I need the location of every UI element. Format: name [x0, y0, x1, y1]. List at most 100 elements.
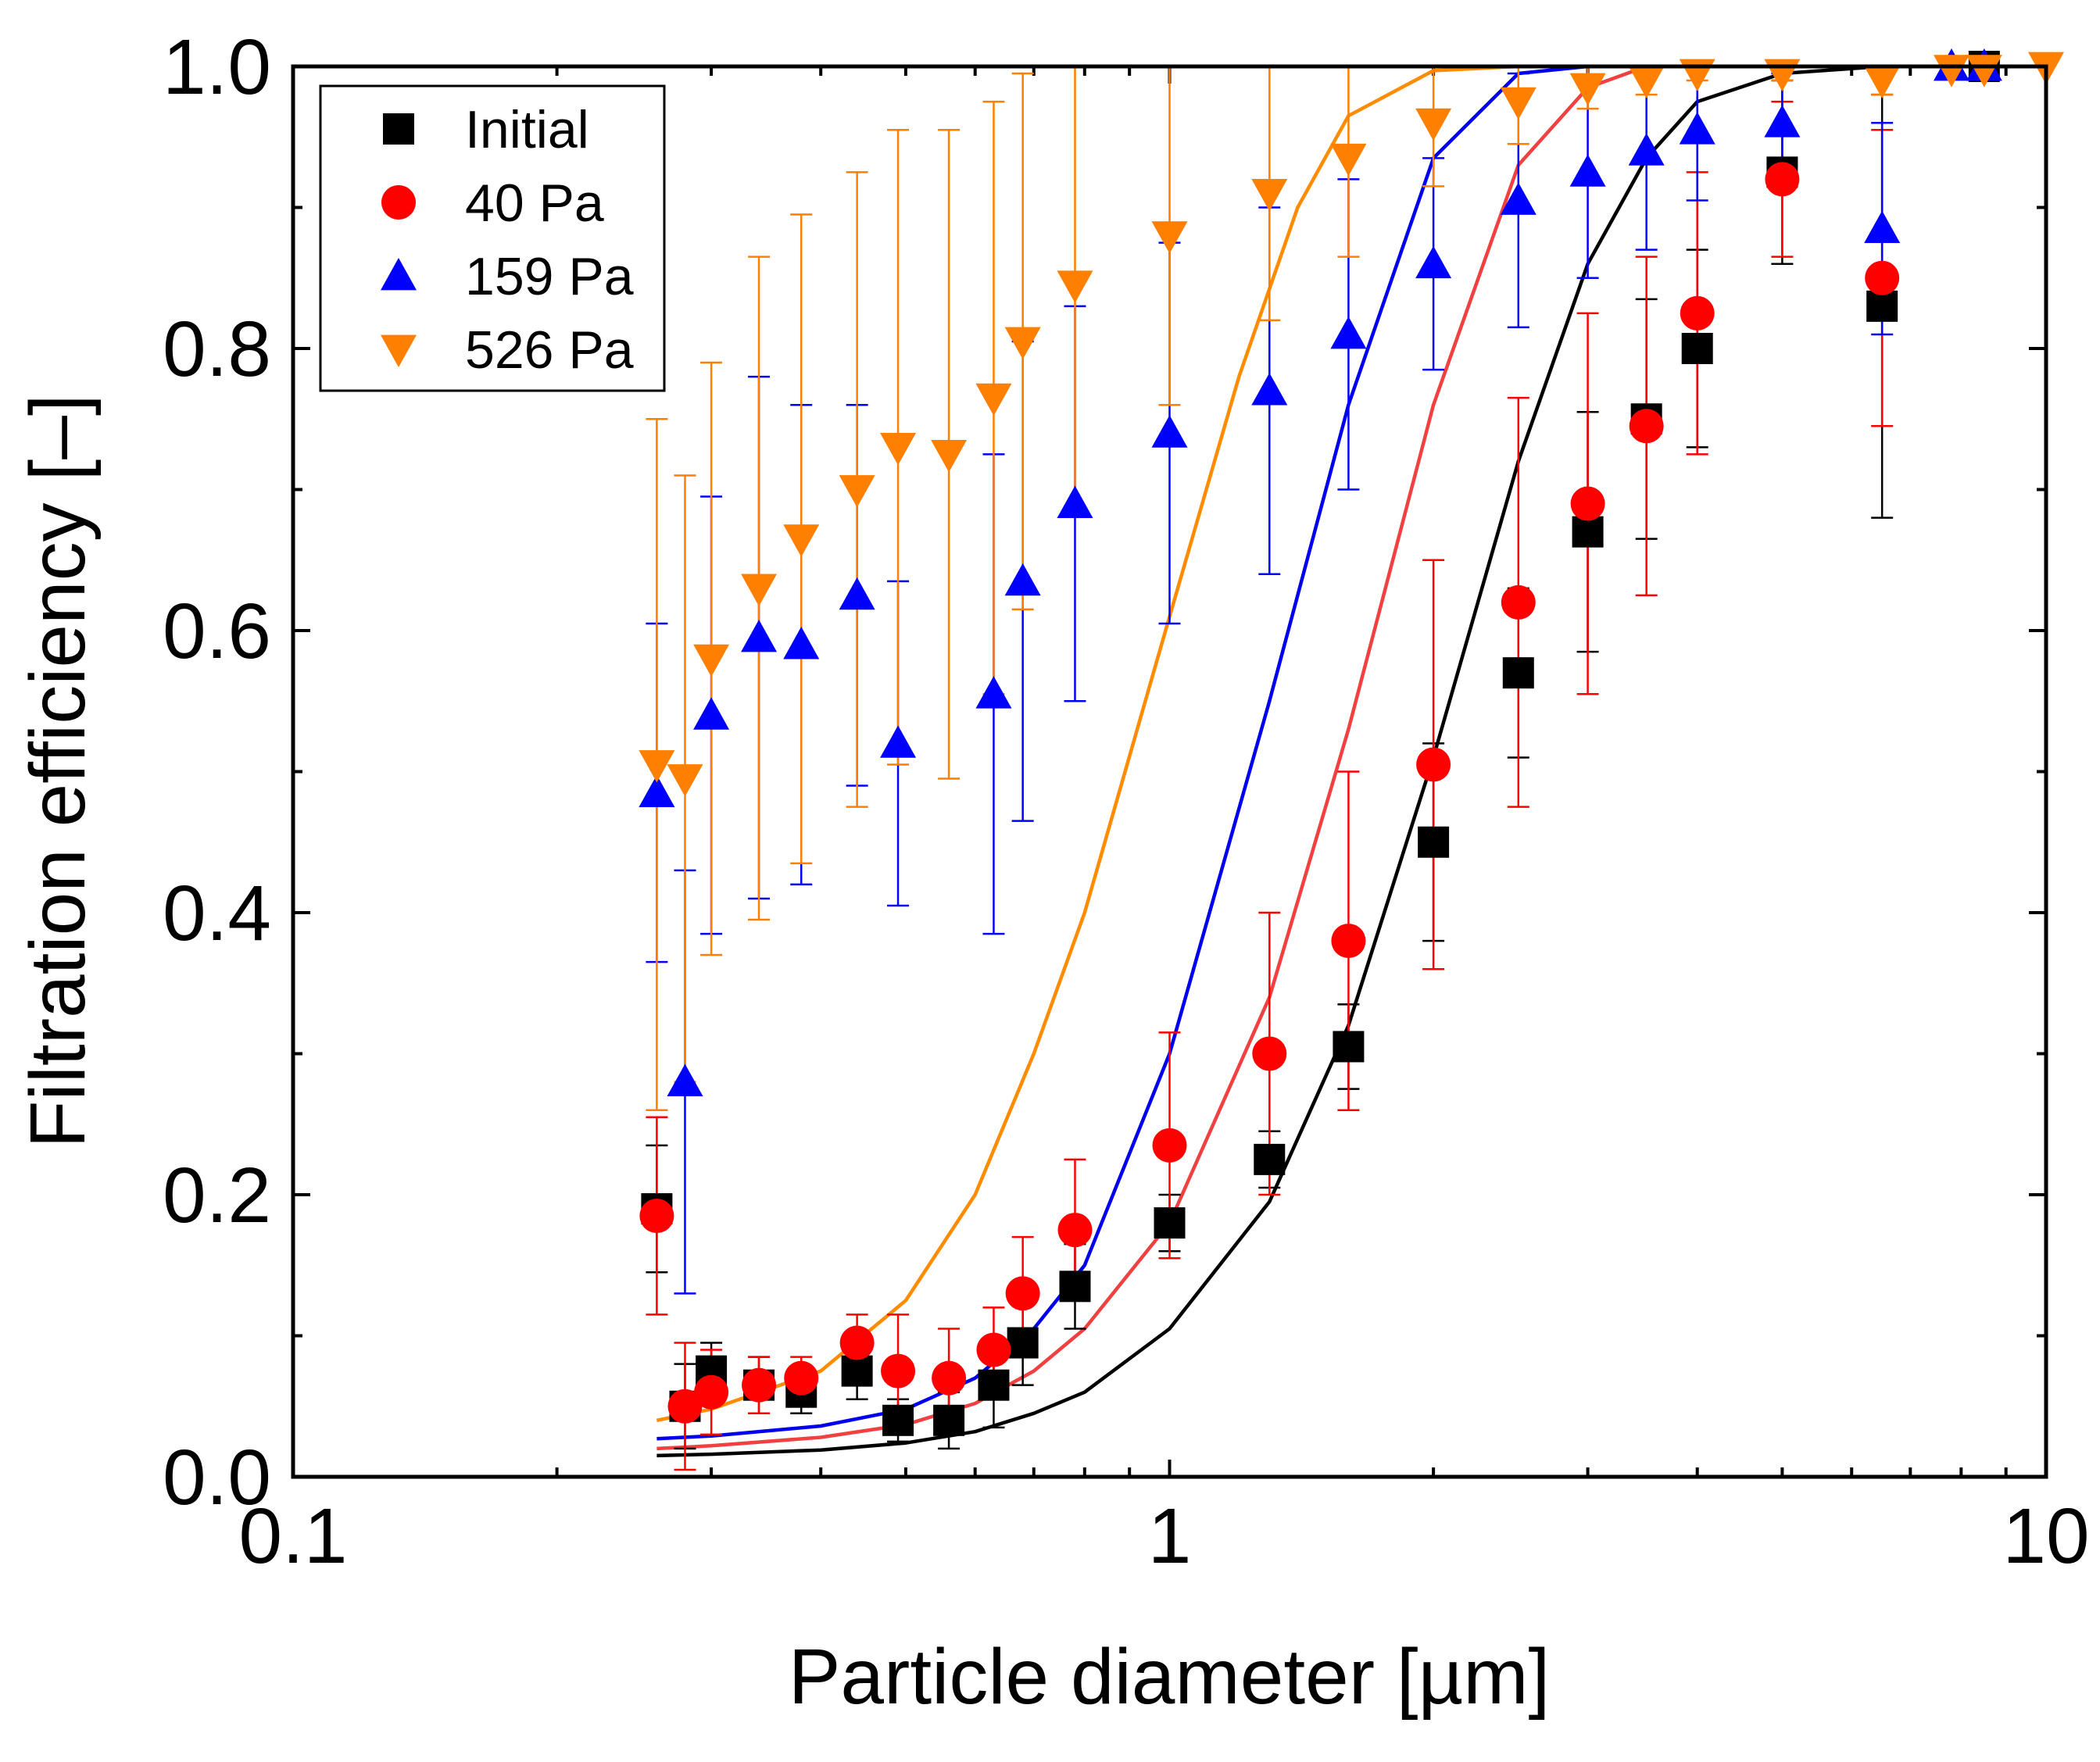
data-points	[639, 48, 2064, 1436]
x-tick-label: 10	[2002, 1492, 2089, 1580]
point-526-pa	[1679, 59, 1715, 92]
point-40-pa	[667, 1389, 703, 1424]
point-initial	[1007, 1327, 1039, 1359]
error-bars	[646, 65, 1894, 1471]
y-axis-title: Filtration efficiency [–]	[14, 394, 102, 1148]
point-526-pa	[741, 574, 778, 606]
point-526-pa	[1500, 87, 1537, 120]
point-40-pa	[784, 1360, 819, 1396]
point-40-pa	[1629, 409, 1664, 444]
point-40-pa	[742, 1367, 777, 1403]
point-159-pa	[1251, 373, 1288, 406]
point-40-pa	[839, 1325, 875, 1360]
point-159-pa	[1569, 154, 1606, 187]
point-159-pa	[880, 725, 917, 758]
point-40-pa	[694, 1374, 729, 1410]
point-159-pa	[1679, 112, 1715, 145]
fit-line-40-pa	[656, 64, 2046, 1451]
point-initial	[933, 1404, 965, 1436]
point-40-pa	[1570, 486, 1605, 521]
fit-lines	[656, 64, 2046, 1458]
point-159-pa	[741, 620, 778, 652]
point-initial	[882, 1404, 914, 1436]
y-tick-label: 1.0	[163, 23, 271, 111]
fit-line-initial	[656, 64, 2046, 1458]
point-159-pa	[975, 676, 1012, 709]
point-159-pa	[639, 774, 675, 807]
legend-marker-526-pa	[381, 334, 417, 367]
point-526-pa	[693, 644, 730, 677]
point-526-pa	[1151, 221, 1188, 254]
point-40-pa	[976, 1332, 1011, 1367]
point-159-pa	[783, 627, 820, 659]
y-tick-label: 0.2	[163, 1152, 271, 1239]
point-40-pa	[1765, 162, 1800, 197]
point-initial	[841, 1355, 873, 1387]
point-initial	[1254, 1143, 1286, 1175]
point-initial	[1333, 1031, 1365, 1063]
point-526-pa	[1057, 270, 1093, 303]
plot-frame	[291, 64, 2048, 1479]
point-40-pa	[932, 1360, 967, 1396]
point-526-pa	[783, 524, 820, 557]
point-159-pa	[1057, 485, 1093, 518]
y-tick-label: 0.8	[163, 306, 271, 393]
point-40-pa	[1252, 1036, 1287, 1071]
legend-label-159-pa: 159 Pa	[465, 247, 634, 306]
legend-marker-159-pa	[381, 258, 417, 291]
point-159-pa	[1764, 105, 1801, 138]
legend-label-526-pa: 526 Pa	[465, 320, 634, 380]
point-526-pa	[1628, 66, 1665, 99]
point-40-pa	[1865, 260, 1900, 295]
point-159-pa	[667, 1063, 703, 1096]
point-526-pa	[639, 750, 675, 783]
point-40-pa	[1501, 584, 1536, 620]
point-initial	[978, 1369, 1010, 1401]
fit-line-159-pa	[656, 64, 2046, 1441]
point-159-pa	[1415, 245, 1452, 279]
point-526-pa	[839, 475, 875, 508]
x-axis-title: Particle diameter [µm]	[789, 1633, 1551, 1721]
point-40-pa	[1331, 924, 1366, 959]
y-tick-label: 0.6	[163, 588, 271, 675]
legend-box	[319, 84, 666, 392]
legend-label-initial: Initial	[465, 100, 589, 159]
point-526-pa	[880, 432, 917, 466]
point-159-pa	[1151, 415, 1188, 448]
point-40-pa	[1680, 295, 1715, 331]
point-526-pa	[667, 764, 703, 797]
legend-label-40-pa: 40 Pa	[465, 173, 604, 233]
legend: Initial 40 Pa 159 Pa 526 Pa	[319, 84, 666, 392]
point-40-pa	[1057, 1213, 1093, 1248]
point-526-pa	[1764, 59, 1801, 92]
point-159-pa	[1500, 182, 1537, 215]
point-526-pa	[1415, 108, 1452, 141]
y-tick-label: 0.0	[163, 1434, 271, 1521]
point-40-pa	[1152, 1128, 1187, 1163]
point-526-pa	[975, 383, 1012, 416]
y-tick-label: 0.4	[163, 870, 271, 957]
legend-marker-40-pa	[381, 185, 416, 220]
point-40-pa	[1416, 747, 1451, 782]
point-526-pa	[931, 439, 968, 473]
point-526-pa	[1251, 179, 1288, 212]
point-159-pa	[1004, 563, 1041, 596]
point-159-pa	[839, 577, 875, 610]
legend-marker-initial	[383, 113, 414, 145]
tick-labels: 0.1 1 10 0.0 0.2 0.4 0.6 0.8 1.0	[163, 23, 2090, 1580]
point-initial	[1059, 1271, 1091, 1303]
point-initial	[1154, 1207, 1186, 1239]
point-initial	[1572, 516, 1604, 548]
point-526-pa	[1330, 143, 1367, 177]
point-159-pa	[1628, 133, 1665, 166]
point-526-pa	[1004, 327, 1041, 359]
point-159-pa	[693, 697, 730, 730]
point-40-pa	[639, 1199, 674, 1234]
point-526-pa	[1569, 73, 1606, 106]
x-tick-label: 0.1	[238, 1492, 347, 1580]
point-526-pa	[1933, 55, 1969, 88]
x-tick-label: 1	[1148, 1492, 1192, 1580]
point-159-pa	[1864, 210, 1901, 243]
